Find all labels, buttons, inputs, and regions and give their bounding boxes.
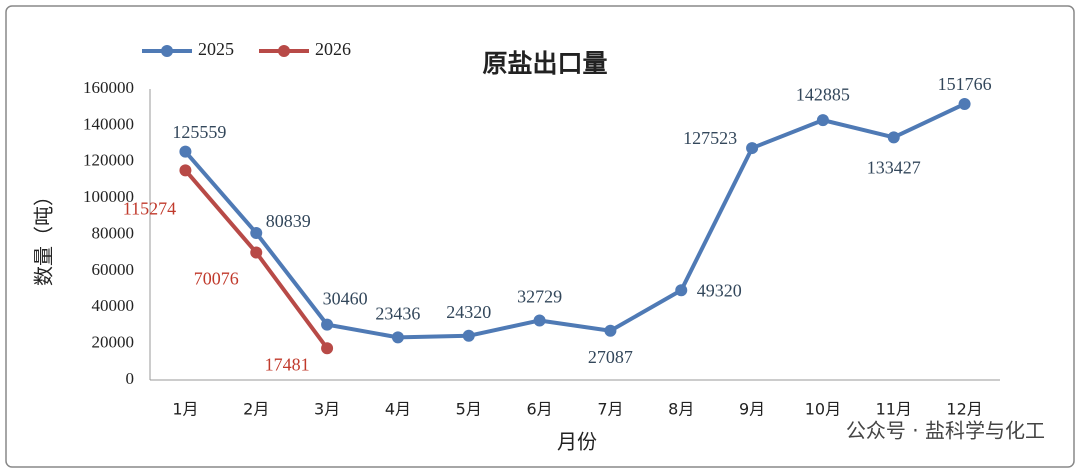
data-point	[179, 164, 192, 177]
x-tick-label: 8月	[668, 400, 694, 419]
watermark: 公众号 · 盐科学与化工	[846, 419, 1045, 443]
data-point	[321, 318, 334, 331]
data-point	[533, 314, 546, 327]
data-label: 125559	[172, 122, 226, 142]
y-tick-label: 140000	[83, 114, 134, 133]
y-axis-label: 数量（吨）	[33, 186, 56, 286]
data-point	[675, 284, 688, 297]
data-point	[250, 226, 263, 239]
x-tick-label: 2月	[243, 400, 269, 419]
y-tick-label: 100000	[83, 187, 134, 206]
x-tick-label: 9月	[739, 400, 765, 419]
data-point	[604, 324, 617, 337]
data-label: 49320	[697, 280, 742, 300]
data-point	[321, 342, 334, 355]
data-label: 27087	[588, 347, 633, 367]
x-axis-label: 月份	[557, 431, 597, 454]
data-label: 32729	[517, 287, 562, 307]
data-label: 23436	[375, 304, 420, 324]
y-tick-label: 160000	[83, 78, 134, 97]
data-label: 17481	[265, 354, 310, 374]
data-point	[462, 329, 475, 342]
x-tick-label: 3月	[314, 400, 340, 419]
y-tick-label: 120000	[83, 151, 134, 170]
data-point	[391, 331, 404, 344]
y-tick-label: 0	[126, 369, 135, 388]
x-tick-label: 5月	[456, 400, 482, 419]
data-label: 70076	[194, 269, 239, 289]
x-tick-label: 10月	[805, 400, 841, 419]
y-tick-label: 80000	[92, 223, 135, 242]
data-point	[958, 97, 971, 110]
x-tick-label: 6月	[526, 400, 552, 419]
data-label: 151766	[938, 74, 992, 94]
data-point	[250, 246, 263, 259]
y-tick-label: 20000	[92, 333, 135, 352]
data-label: 30460	[323, 289, 368, 309]
data-label: 127523	[683, 128, 737, 148]
data-label: 142885	[796, 84, 850, 104]
data-label: 133427	[867, 157, 921, 177]
data-label: 115274	[123, 198, 176, 218]
frame	[5, 5, 1075, 468]
data-point	[746, 142, 759, 155]
legend-marker	[161, 45, 173, 57]
data-label: 80839	[266, 211, 311, 231]
legend-label: 2026	[315, 39, 351, 59]
data-point	[179, 145, 192, 158]
y-tick-label: 60000	[92, 260, 135, 279]
data-point	[816, 114, 829, 127]
x-tick-label: 7月	[597, 400, 623, 419]
x-tick-label: 11月	[876, 400, 912, 419]
x-tick-label: 12月	[946, 400, 982, 419]
x-tick-label: 4月	[385, 400, 411, 419]
legend-marker	[278, 45, 290, 57]
y-tick-label: 40000	[92, 296, 135, 315]
chart-title: 原盐出口量	[482, 49, 607, 78]
series-line	[183, 169, 329, 350]
x-tick-label: 1月	[172, 400, 198, 419]
data-label: 24320	[446, 302, 491, 322]
legend-label: 2025	[198, 39, 234, 59]
series-line	[183, 102, 966, 340]
data-point	[887, 131, 900, 144]
